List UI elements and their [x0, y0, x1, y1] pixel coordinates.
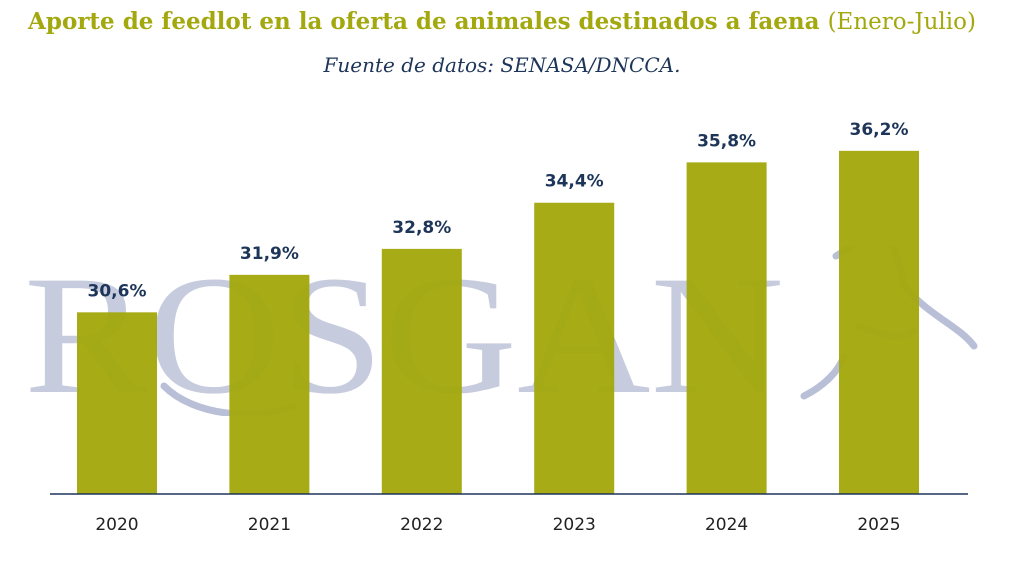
value-label-2022: 32,8%: [392, 218, 451, 238]
chart-subtitle: Fuente de datos: SENASA/DNCCA.: [323, 53, 681, 77]
chart-title-period: (Enero-Julio): [827, 9, 976, 35]
value-label-2023: 34,4%: [545, 172, 604, 192]
x-tick-label-2020: 2020: [95, 515, 138, 535]
x-tick-labels: 2020 2021 2022 2023 2024 2025: [95, 515, 900, 535]
value-label-2021: 31,9%: [240, 244, 299, 264]
bar-2025: [839, 150, 919, 494]
value-label-2020: 30,6%: [88, 281, 147, 301]
x-tick-label-2025: 2025: [857, 515, 900, 535]
bar-2021: [229, 274, 310, 494]
chart-title-main: Aporte de feedlot en la oferta de animal…: [28, 8, 820, 35]
bar-2022: [381, 248, 462, 494]
x-tick-label-2021: 2021: [248, 515, 291, 535]
chart-title: Aporte de feedlot en la oferta de animal…: [0, 8, 1004, 35]
bar-2023: [534, 202, 615, 494]
value-label-2025: 36,2%: [850, 120, 909, 140]
bar-2024: [686, 162, 767, 495]
x-tick-label-2024: 2024: [705, 515, 748, 535]
x-tick-label-2023: 2023: [553, 515, 596, 535]
bar-2020: [77, 312, 157, 494]
x-tick-label-2022: 2022: [400, 515, 443, 535]
value-label-2024: 35,8%: [697, 131, 756, 151]
bars-layer: [77, 150, 919, 495]
labels-layer: 30,6% 31,9% 32,8% 34,4% 35,8% 36,2%: [88, 120, 909, 301]
